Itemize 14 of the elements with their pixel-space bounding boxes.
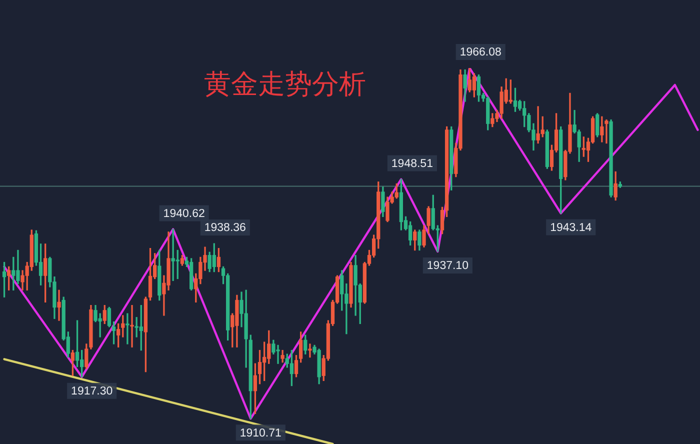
- candlestick: [130, 304, 134, 348]
- text: 1910.71: [240, 427, 282, 440]
- text: 1948.51: [391, 158, 433, 170]
- candlestick: [126, 313, 130, 344]
- candlestick: [57, 290, 61, 321]
- text: 1917.30: [71, 386, 113, 398]
- text: 1966.08: [460, 46, 502, 59]
- text: 1943.14: [550, 222, 592, 234]
- candlestick: [308, 344, 312, 358]
- text: 1937.10: [426, 260, 468, 272]
- text: 1940.62: [163, 208, 205, 220]
- text: 1938.36: [204, 222, 246, 234]
- chart-title: 黄金走势分析: [204, 69, 366, 100]
- candlestick: [604, 119, 608, 144]
